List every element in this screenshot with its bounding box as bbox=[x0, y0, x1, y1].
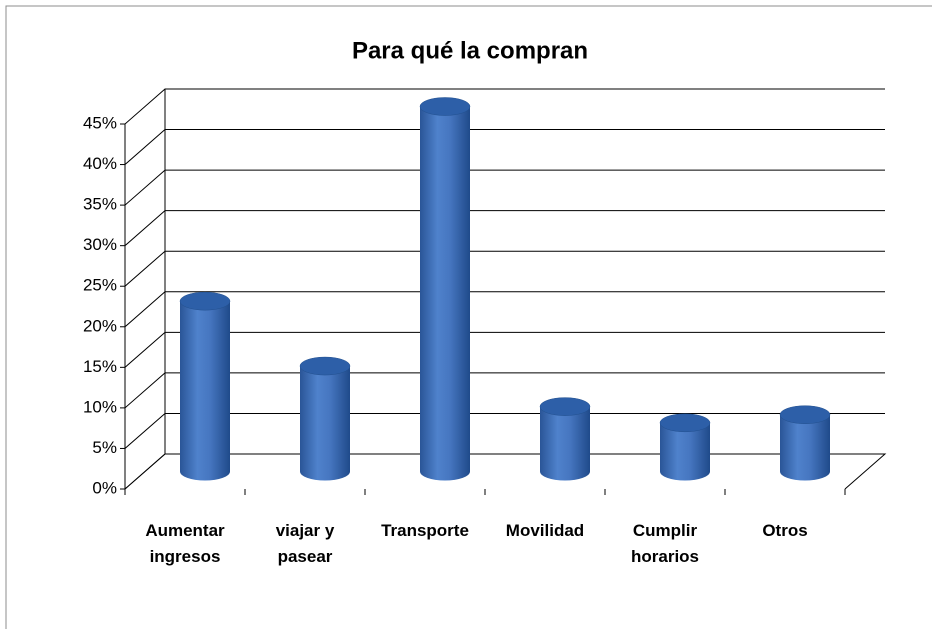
x-tick-label: Movilidad bbox=[505, 521, 585, 540]
y-tick-label: 40% bbox=[83, 154, 117, 173]
floor bbox=[124, 453, 887, 490]
bar bbox=[300, 366, 350, 481]
grid-line bbox=[124, 291, 885, 328]
bar-top bbox=[179, 291, 231, 311]
bar-top bbox=[779, 405, 831, 424]
grid-line bbox=[124, 250, 885, 287]
grid-line bbox=[124, 210, 885, 247]
bar bbox=[540, 406, 590, 481]
grid-line bbox=[124, 129, 885, 165]
x-tick-label: Cumplir horarios bbox=[630, 521, 700, 566]
grid-line bbox=[124, 372, 885, 409]
bar-top bbox=[659, 413, 711, 433]
y-tick-label: 25% bbox=[83, 276, 117, 295]
x-tick-label: Aumentar ingresos bbox=[145, 521, 225, 566]
grid-line bbox=[124, 412, 885, 449]
y-tick-label: 15% bbox=[83, 357, 117, 376]
bar bbox=[420, 106, 470, 481]
grid-line bbox=[124, 88, 885, 125]
grid-line bbox=[124, 331, 885, 368]
chart-border bbox=[5, 5, 932, 629]
bar-top bbox=[539, 397, 591, 416]
grid-line bbox=[124, 453, 885, 490]
y-tick-label: 0% bbox=[92, 478, 117, 497]
y-tick-label: 35% bbox=[83, 195, 117, 214]
y-tick-label: 45% bbox=[83, 113, 117, 132]
bar bbox=[660, 422, 710, 481]
chart-title: Para qué la compran bbox=[352, 37, 588, 64]
grid-line bbox=[124, 169, 885, 206]
x-tick-label: viajar y pasear bbox=[275, 521, 335, 566]
x-tick-label: Transporte bbox=[381, 521, 469, 540]
y-tick-label: 20% bbox=[83, 316, 117, 335]
bar-top bbox=[419, 97, 471, 116]
bar-top bbox=[299, 356, 351, 376]
y-tick-label: 5% bbox=[92, 438, 117, 457]
x-tick-label: Otros bbox=[762, 521, 808, 540]
bar bbox=[780, 414, 830, 481]
y-tick-label: 30% bbox=[83, 235, 117, 254]
bar bbox=[180, 301, 230, 481]
y-tick-label: 10% bbox=[83, 397, 117, 416]
